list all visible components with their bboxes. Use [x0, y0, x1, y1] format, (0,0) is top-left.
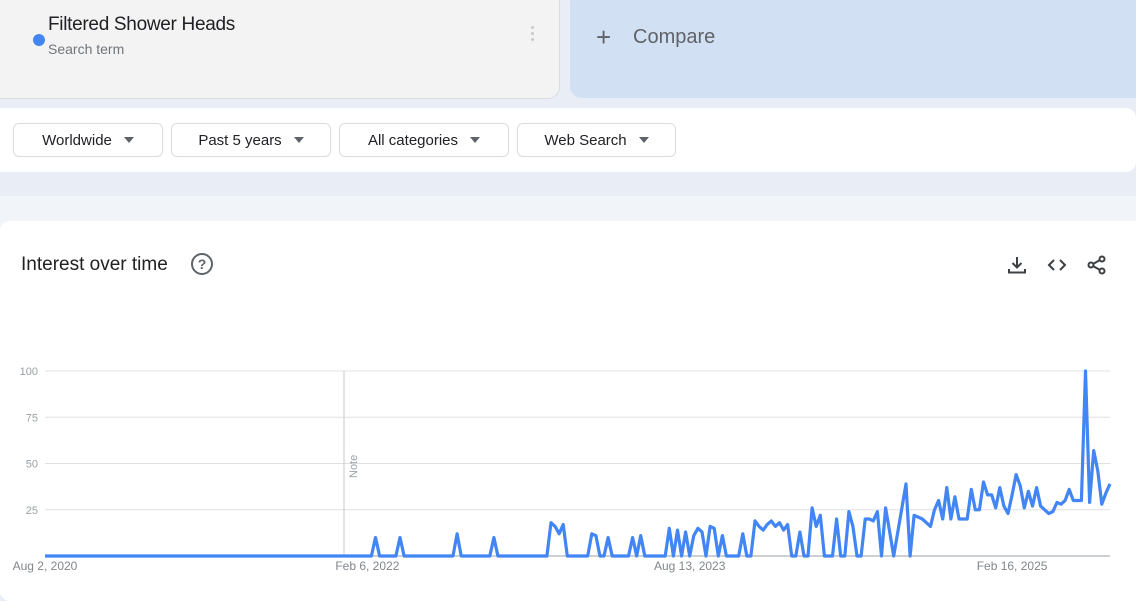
- plus-icon[interactable]: +: [596, 22, 612, 52]
- y-tick-label: 50: [26, 459, 38, 471]
- note-label: Note: [348, 455, 360, 478]
- y-tick-label: 100: [20, 366, 38, 378]
- interest-series-line: [45, 369, 1112, 558]
- filter-time-range[interactable]: Past 5 years: [171, 123, 331, 157]
- download-icon[interactable]: [1006, 254, 1028, 276]
- x-tick-label: Aug 13, 2023: [654, 559, 726, 573]
- caret-down-icon: [123, 137, 134, 143]
- filter-region[interactable]: Worldwide: [13, 123, 163, 157]
- caret-down-icon: [638, 137, 649, 143]
- search-term-subtitle: Search term: [48, 41, 125, 57]
- search-term-name[interactable]: Filtered Shower Heads: [48, 14, 235, 35]
- filter-time-label: Past 5 years: [198, 131, 282, 149]
- filter-region-label: Worldwide: [42, 131, 112, 149]
- help-icon[interactable]: ?: [191, 253, 213, 275]
- x-tick-label: Aug 2, 2020: [13, 559, 78, 573]
- y-tick-label: 25: [26, 505, 38, 517]
- filter-search-type[interactable]: Web Search: [517, 123, 676, 157]
- more-vert-icon[interactable]: [528, 26, 536, 46]
- caret-down-icon: [293, 137, 304, 143]
- compare-button[interactable]: [570, 0, 1136, 98]
- x-tick-label: Feb 16, 2025: [977, 559, 1048, 573]
- embed-code-icon[interactable]: [1046, 254, 1068, 276]
- y-tick-label: 75: [26, 412, 38, 424]
- filter-category[interactable]: All categories: [339, 123, 509, 157]
- share-icon[interactable]: [1086, 254, 1108, 276]
- interest-over-time-card: [0, 221, 1136, 601]
- series-color-dot: [33, 34, 45, 46]
- panel-title: Interest over time: [21, 254, 168, 275]
- search-term-card[interactable]: [0, 0, 560, 99]
- compare-label[interactable]: Compare: [633, 26, 716, 48]
- filter-category-label: All categories: [367, 131, 459, 149]
- caret-down-icon: [470, 137, 481, 143]
- x-tick-label: Feb 6, 2022: [335, 559, 399, 573]
- filter-search-type-label: Web Search: [544, 131, 627, 149]
